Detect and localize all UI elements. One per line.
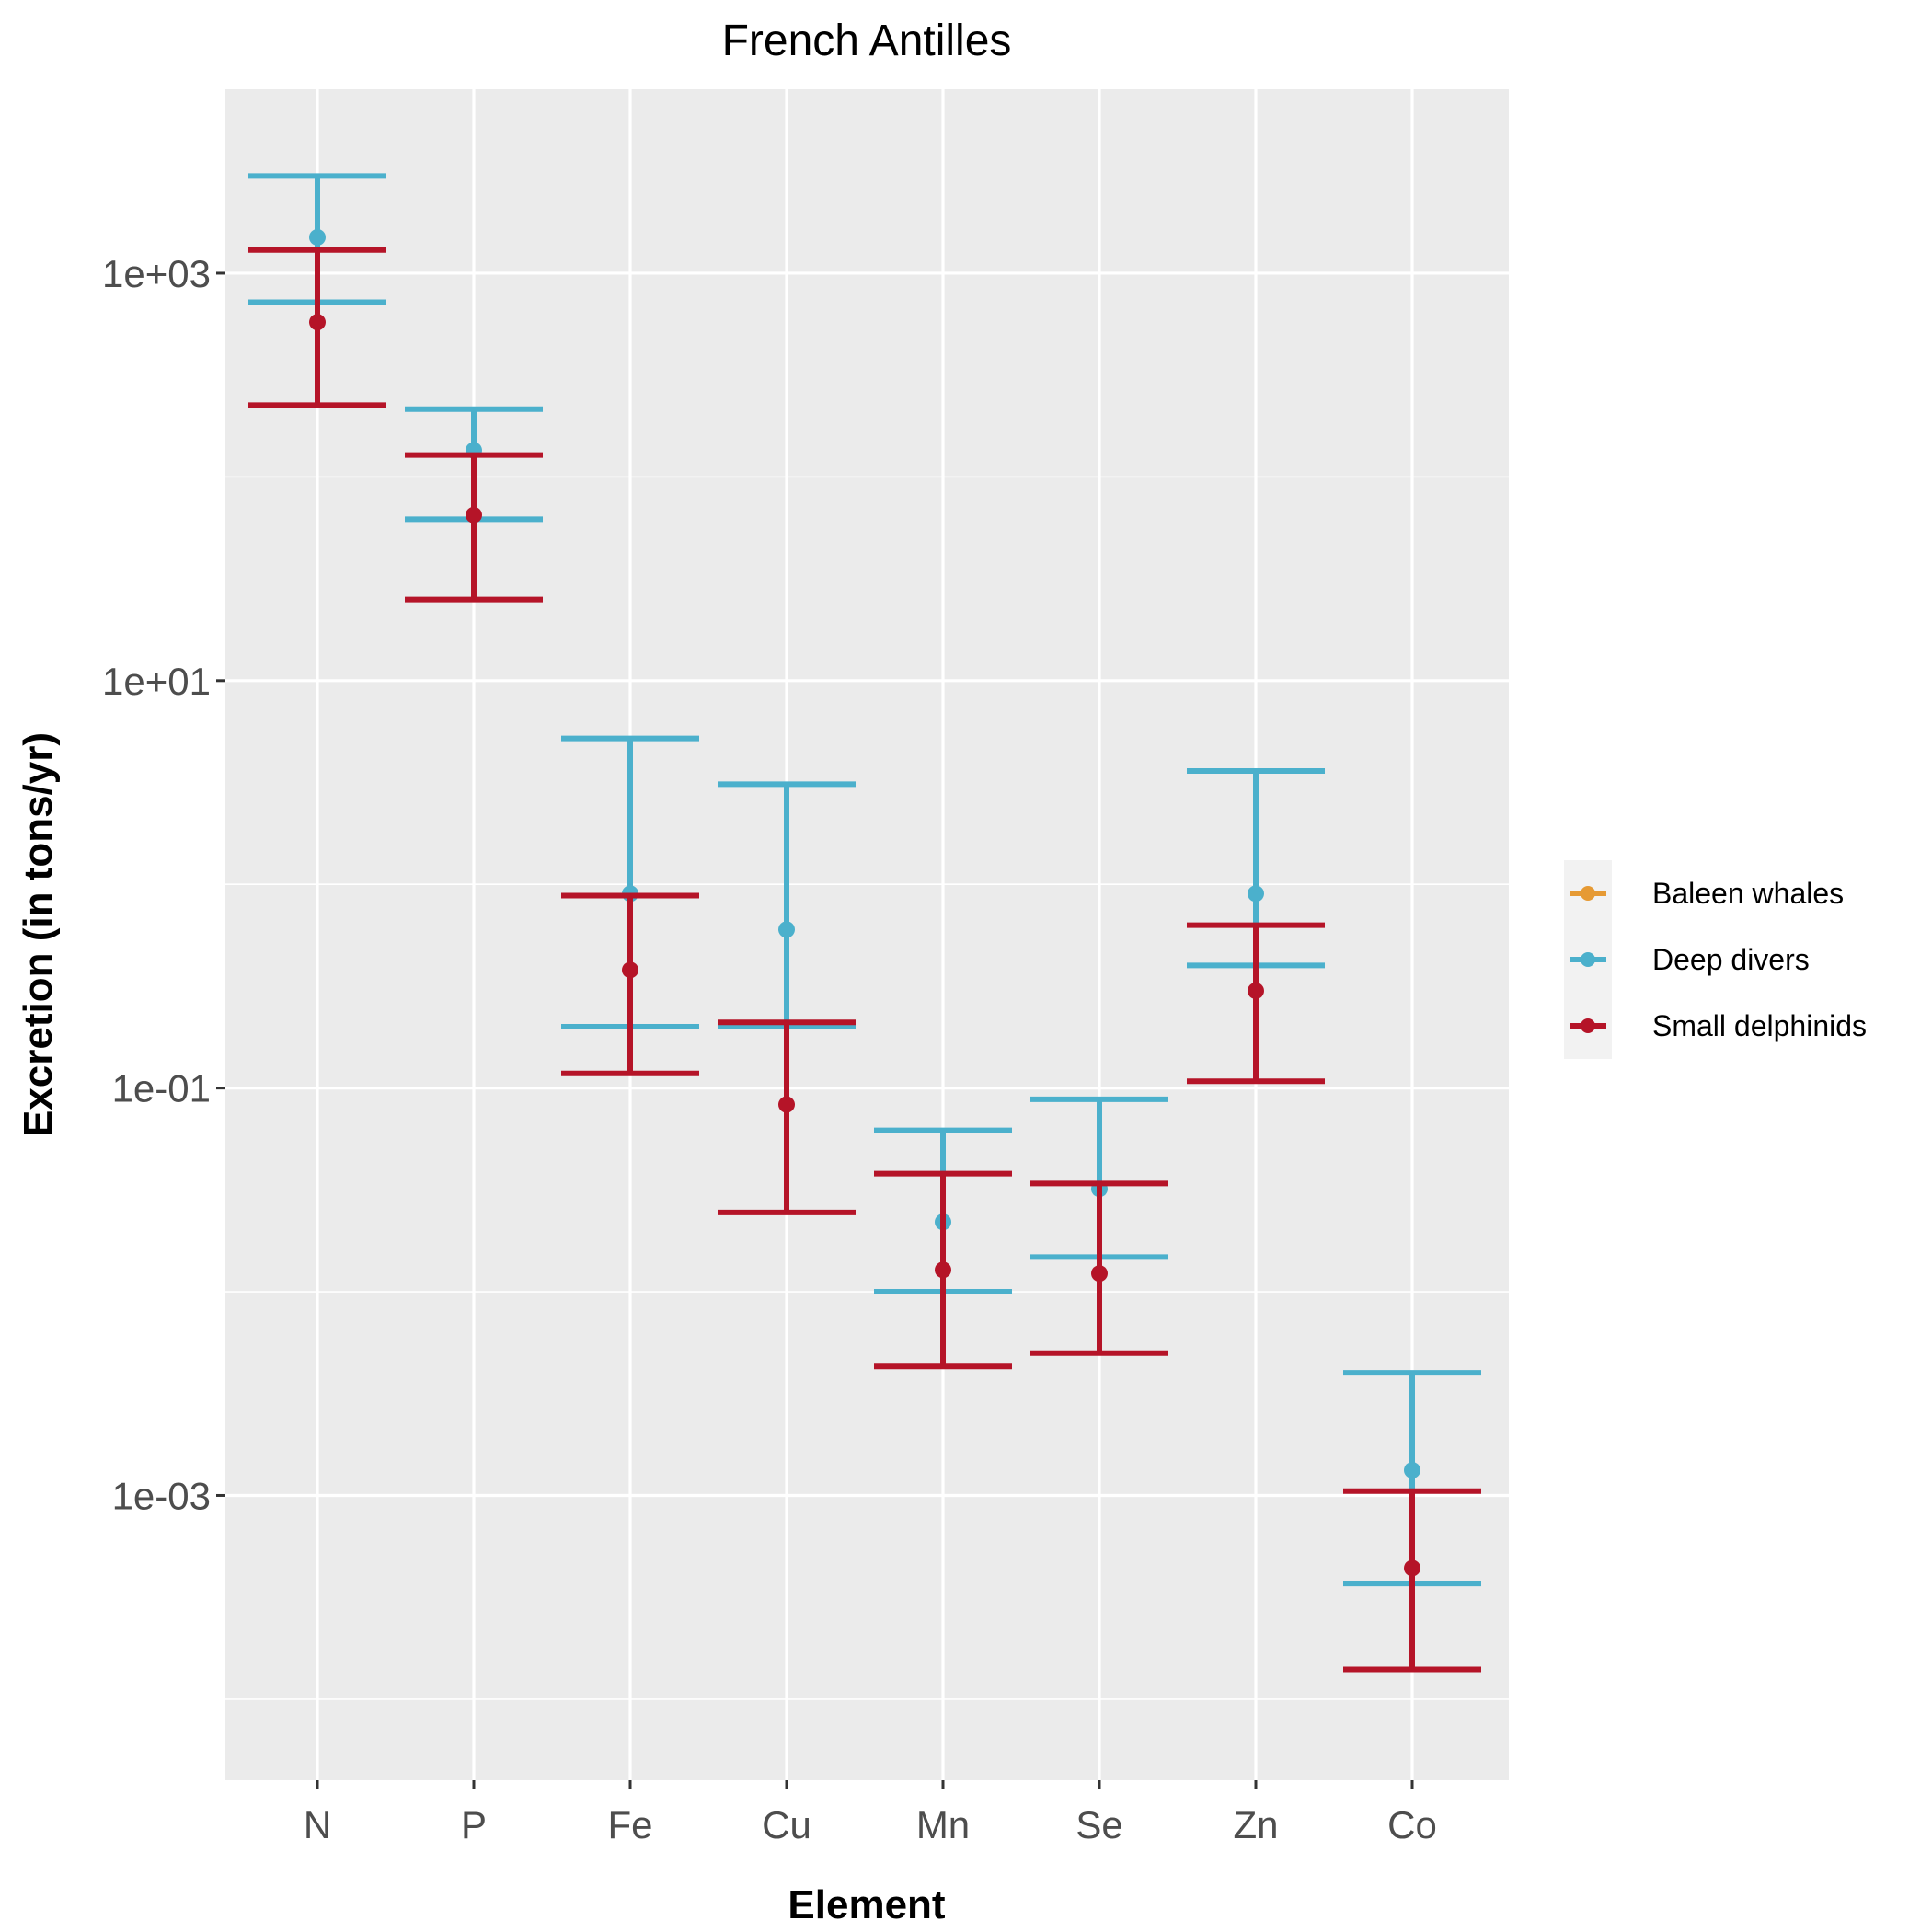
data-marks xyxy=(248,173,1481,1673)
x-axis-title: Element xyxy=(788,1882,946,1927)
legend-label: Small delphinids xyxy=(1652,1009,1867,1042)
x-tick-label: Zn xyxy=(1233,1803,1278,1846)
y-tick-label: 1e+03 xyxy=(102,252,211,295)
x-tick-label: Co xyxy=(1387,1803,1437,1846)
legend: Baleen whales Deep divers Small delphinids xyxy=(1564,860,1867,1059)
errorbar-small-delphinids xyxy=(1343,1488,1481,1673)
errorbar-small-delphinids xyxy=(561,892,699,1076)
data-point xyxy=(1091,1265,1108,1282)
errorbar-small-delphinids xyxy=(248,247,386,408)
data-point xyxy=(622,961,638,979)
y-tick-label: 1e-01 xyxy=(112,1067,211,1110)
errorbar-small-delphinids xyxy=(405,452,543,603)
data-point xyxy=(1248,982,1264,999)
data-point xyxy=(309,228,326,246)
x-tick-label: P xyxy=(461,1803,487,1846)
chart-title: French Antilles xyxy=(722,17,1012,65)
y-tick-label: 1e+01 xyxy=(102,660,211,703)
minor-gridlines xyxy=(225,476,1509,1700)
legend-label: Baleen whales xyxy=(1652,877,1844,910)
data-point xyxy=(935,1261,951,1279)
plot-panel xyxy=(225,89,1509,1780)
data-point xyxy=(778,1096,795,1113)
legend-item-small-delphinids: Small delphinids xyxy=(1570,1009,1867,1042)
errorbar-small-delphinids xyxy=(1187,922,1325,1085)
x-tick-label: Se xyxy=(1075,1803,1122,1846)
x-tick-label: Fe xyxy=(607,1803,652,1846)
x-tick-label: N xyxy=(304,1803,331,1846)
data-point xyxy=(309,314,326,331)
legend-label: Deep divers xyxy=(1652,943,1810,976)
legend-key-point xyxy=(1581,1018,1595,1033)
legend-item-deep-divers: Deep divers xyxy=(1570,943,1810,976)
y-axis-title: Excretion (in tons/yr) xyxy=(16,732,61,1137)
legend-key-point xyxy=(1581,886,1595,901)
data-point xyxy=(466,506,482,523)
data-point xyxy=(1248,885,1264,903)
legend-key-point xyxy=(1581,952,1595,967)
axes: 1e+03 1e+01 1e-01 1e-03 N P Fe Cu Mn Se Zn Co xyxy=(102,252,1437,1846)
y-tick-label: 1e-03 xyxy=(112,1474,211,1517)
x-tick-label: Cu xyxy=(762,1803,811,1846)
errorbar-small-delphinids xyxy=(718,1019,856,1215)
errorbar-small-delphinids xyxy=(874,1170,1012,1370)
data-point xyxy=(1404,1462,1420,1479)
data-point xyxy=(778,921,795,938)
errorbar-small-delphinids xyxy=(1030,1180,1168,1356)
legend-item-baleen-whales: Baleen whales xyxy=(1570,877,1844,910)
x-tick-label: Mn xyxy=(916,1803,970,1846)
data-point xyxy=(1404,1559,1420,1577)
